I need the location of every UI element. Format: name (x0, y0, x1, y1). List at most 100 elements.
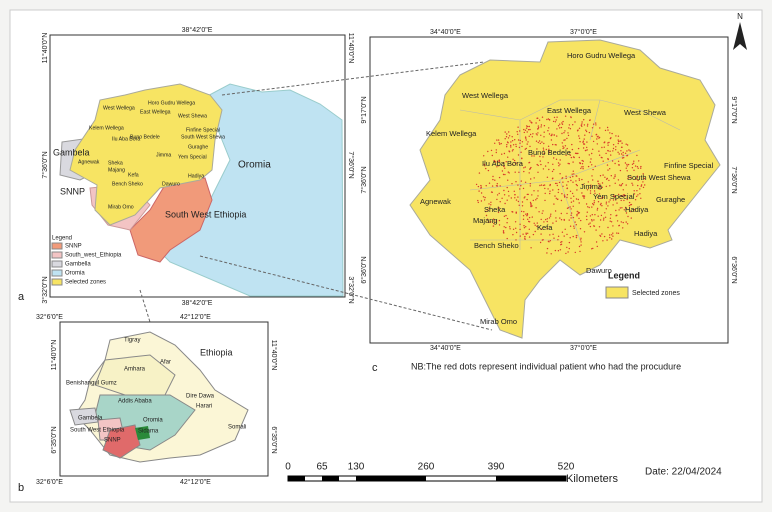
patient-dot (617, 232, 620, 234)
patient-dot (491, 154, 493, 157)
patient-dot (567, 132, 569, 134)
patient-dot (542, 147, 545, 149)
patient-dot (612, 147, 615, 150)
note: NB:The red dots represent individual pat… (411, 361, 681, 371)
patient-dot (620, 150, 622, 152)
patient-dot (560, 199, 563, 202)
map-label: 9°17'0"N (730, 96, 738, 123)
patient-dot (625, 184, 627, 186)
map-label: 7°36'0"N (360, 166, 368, 193)
patient-dot (565, 154, 567, 156)
patient-dot (561, 193, 563, 195)
patient-dot (633, 160, 635, 162)
map-label: Ilu Aba Bora (112, 136, 140, 142)
patient-dot (496, 194, 499, 196)
patient-dot (536, 163, 538, 166)
patient-dot (549, 184, 551, 187)
patient-dot (601, 205, 603, 207)
patient-dot (557, 188, 560, 191)
patient-dot (535, 122, 537, 124)
patient-dot (570, 179, 572, 182)
patient-dot (577, 152, 579, 155)
patient-dot (475, 183, 478, 186)
patient-dot (595, 122, 597, 124)
patient-dot (506, 133, 508, 135)
snnp-region-b (102, 424, 141, 459)
zone-boundaries (459, 99, 681, 250)
map-label: Guraghe (188, 144, 208, 150)
patient-dot (613, 194, 615, 196)
map-label: Ethiopia (200, 347, 233, 357)
patient-dot (496, 185, 499, 187)
patient-dot (571, 143, 573, 146)
patient-dot (551, 170, 554, 173)
patient-dot (568, 219, 570, 221)
patient-dot (557, 125, 560, 127)
patient-dot (580, 167, 582, 170)
patient-dot (488, 182, 491, 184)
patient-dot (497, 161, 499, 163)
patient-dot (606, 239, 608, 241)
patient-dot (633, 169, 635, 171)
patient-dot (604, 212, 606, 214)
patient-dot (525, 213, 527, 215)
patient-dot (578, 127, 581, 129)
patient-dot (583, 197, 585, 199)
patient-dot (542, 210, 544, 212)
patient-dot (589, 161, 592, 163)
patient-dot (625, 143, 627, 145)
patient-dot (546, 227, 549, 229)
patient-dot (492, 175, 494, 178)
patient-dot (597, 215, 599, 217)
patient-dot (602, 240, 604, 242)
patient-dot (535, 133, 537, 135)
patient-dot (555, 220, 557, 222)
patient-dot (563, 139, 565, 141)
patient-dot (504, 138, 506, 140)
map-label: 11°40'0"N (41, 33, 49, 64)
patient-dot (572, 161, 574, 163)
patient-dot (575, 175, 577, 177)
patient-dot (552, 189, 554, 191)
patient-dot (537, 132, 539, 134)
patient-dot (581, 178, 583, 181)
patient-dot (528, 228, 530, 230)
patient-dot (552, 163, 554, 165)
patient-dot (548, 151, 550, 154)
patient-dot (562, 185, 564, 187)
patient-dot (565, 177, 567, 180)
patient-dot (610, 214, 612, 216)
patient-dot (616, 214, 618, 216)
patient-dot (568, 127, 570, 129)
patient-dot (557, 239, 559, 241)
patient-dot (586, 149, 588, 151)
patient-dot (562, 145, 564, 147)
patient-dot (531, 155, 533, 157)
patient-dot (614, 162, 616, 165)
map-label: 6°36'0"N (360, 256, 368, 283)
patient-dot (591, 127, 594, 129)
patient-dot (582, 141, 584, 143)
patient-dot (549, 192, 551, 195)
patient-dot (637, 167, 639, 169)
patient-dot (569, 154, 571, 156)
patient-dot (510, 146, 512, 148)
map-label: Buno Bedele (528, 148, 571, 157)
patient-dot (508, 135, 511, 137)
patient-dot (620, 153, 623, 155)
patient-dot (540, 134, 542, 136)
patient-dot (603, 217, 605, 219)
patient-dot (554, 195, 556, 197)
patient-dot (525, 137, 527, 139)
patient-dot (548, 148, 550, 150)
patient-dot (514, 171, 516, 173)
patient-dot (566, 196, 568, 199)
map-label: 7°36'0"N (347, 151, 355, 178)
patient-dot (592, 140, 595, 143)
patient-dot (547, 240, 550, 242)
inset-link (139, 289, 151, 323)
patient-dot (518, 204, 520, 206)
patient-dot (485, 214, 488, 217)
patient-dot (618, 164, 620, 166)
patient-dot (556, 135, 558, 137)
